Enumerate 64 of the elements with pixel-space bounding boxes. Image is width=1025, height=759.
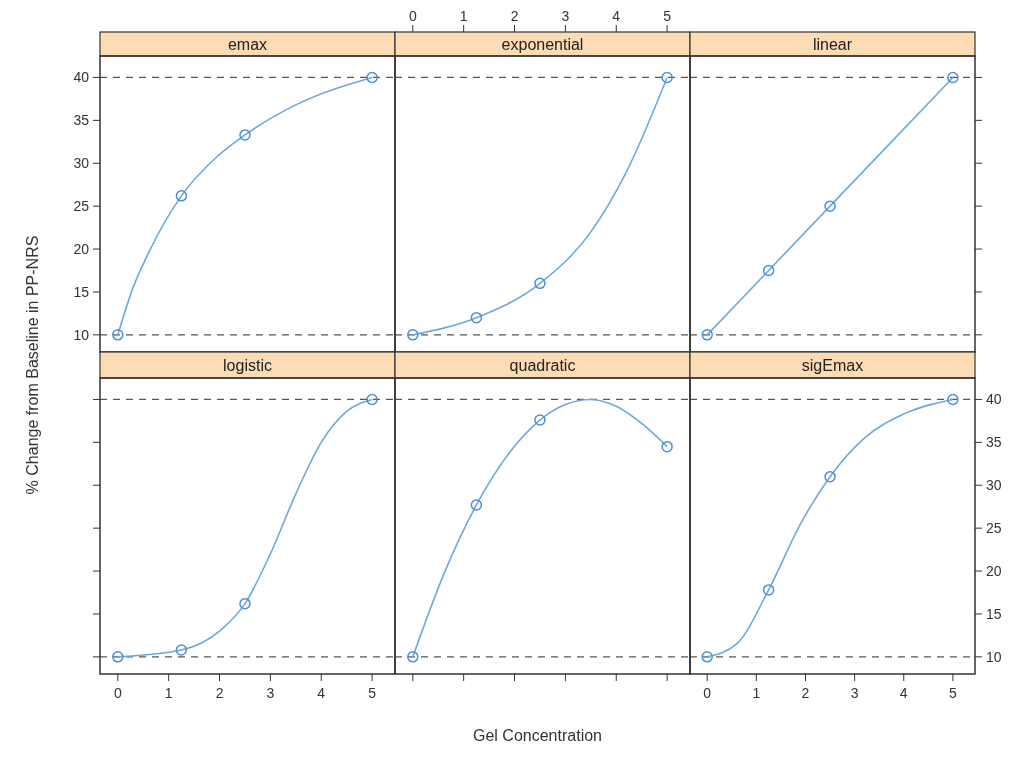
x-tick-label: 4 [899, 685, 908, 701]
point [661, 71, 673, 84]
point [366, 393, 378, 406]
x-tick-label: 2 [215, 685, 224, 701]
point [366, 71, 378, 84]
y-tick-label: 35 [986, 434, 1002, 451]
x-tick-label: 0 [703, 685, 712, 701]
x-tick-label: 4 [612, 8, 621, 24]
y-tick-label: 20 [986, 563, 1002, 580]
y-tick-label: 30 [986, 477, 1002, 494]
y-tick-label: 20 [73, 241, 90, 258]
x-tick-label: 2 [801, 685, 810, 701]
y-tick-label: 35 [73, 112, 90, 129]
point [534, 277, 546, 290]
y-tick-label: 15 [73, 283, 90, 300]
point [175, 190, 188, 202]
chart-title: quadratic [509, 357, 576, 374]
point [824, 200, 836, 212]
x-tick-label: 2 [510, 8, 519, 24]
point [762, 584, 775, 596]
y-tick-label: 25 [986, 520, 1002, 537]
x-tick-label: 1 [164, 685, 173, 701]
x-tick-label: 4 [317, 685, 326, 701]
point [534, 414, 546, 426]
point [407, 651, 419, 663]
y-tick-label: 15 [986, 605, 1002, 622]
point [470, 311, 483, 324]
point [824, 470, 836, 483]
x-tick-label: 0 [408, 8, 417, 24]
x-tick-label: 5 [948, 685, 957, 701]
chart-title: linear [812, 36, 853, 53]
chart-title: logistic [223, 357, 272, 374]
x-tick-label: 0 [113, 685, 122, 701]
point [762, 264, 775, 277]
chart-title: emax [227, 36, 268, 53]
point [470, 499, 483, 511]
y-tick-label: 10 [986, 648, 1002, 665]
y-tick-label: 40 [986, 391, 1002, 408]
x-tick-label: 3 [266, 685, 275, 701]
y-tick-label: 40 [73, 69, 90, 86]
point [175, 644, 188, 656]
x-tick-label: 1 [752, 685, 761, 701]
x-tick-label: 3 [561, 8, 570, 24]
y-tick-label: 30 [73, 155, 90, 172]
point [661, 440, 673, 453]
point [239, 597, 251, 610]
x-tick-label: 5 [663, 8, 672, 24]
chart-title: exponential [501, 36, 584, 53]
point [947, 393, 959, 406]
chart-title: sigEmax [801, 357, 864, 374]
point [407, 329, 419, 341]
x-axis-title: Gel Concentration [473, 727, 602, 744]
x-tick-label: 1 [459, 8, 468, 24]
point [701, 651, 713, 663]
y-tick-label: 10 [73, 326, 90, 343]
point [701, 329, 713, 341]
y-tick-label: 25 [73, 198, 90, 215]
point [239, 129, 251, 141]
point [112, 329, 124, 341]
x-tick-label: 5 [368, 685, 377, 701]
point [947, 71, 959, 84]
point [112, 651, 124, 663]
x-tick-label: 3 [850, 685, 859, 701]
y-axis-title: % Change from Baseline in PP-NRS [24, 235, 41, 495]
